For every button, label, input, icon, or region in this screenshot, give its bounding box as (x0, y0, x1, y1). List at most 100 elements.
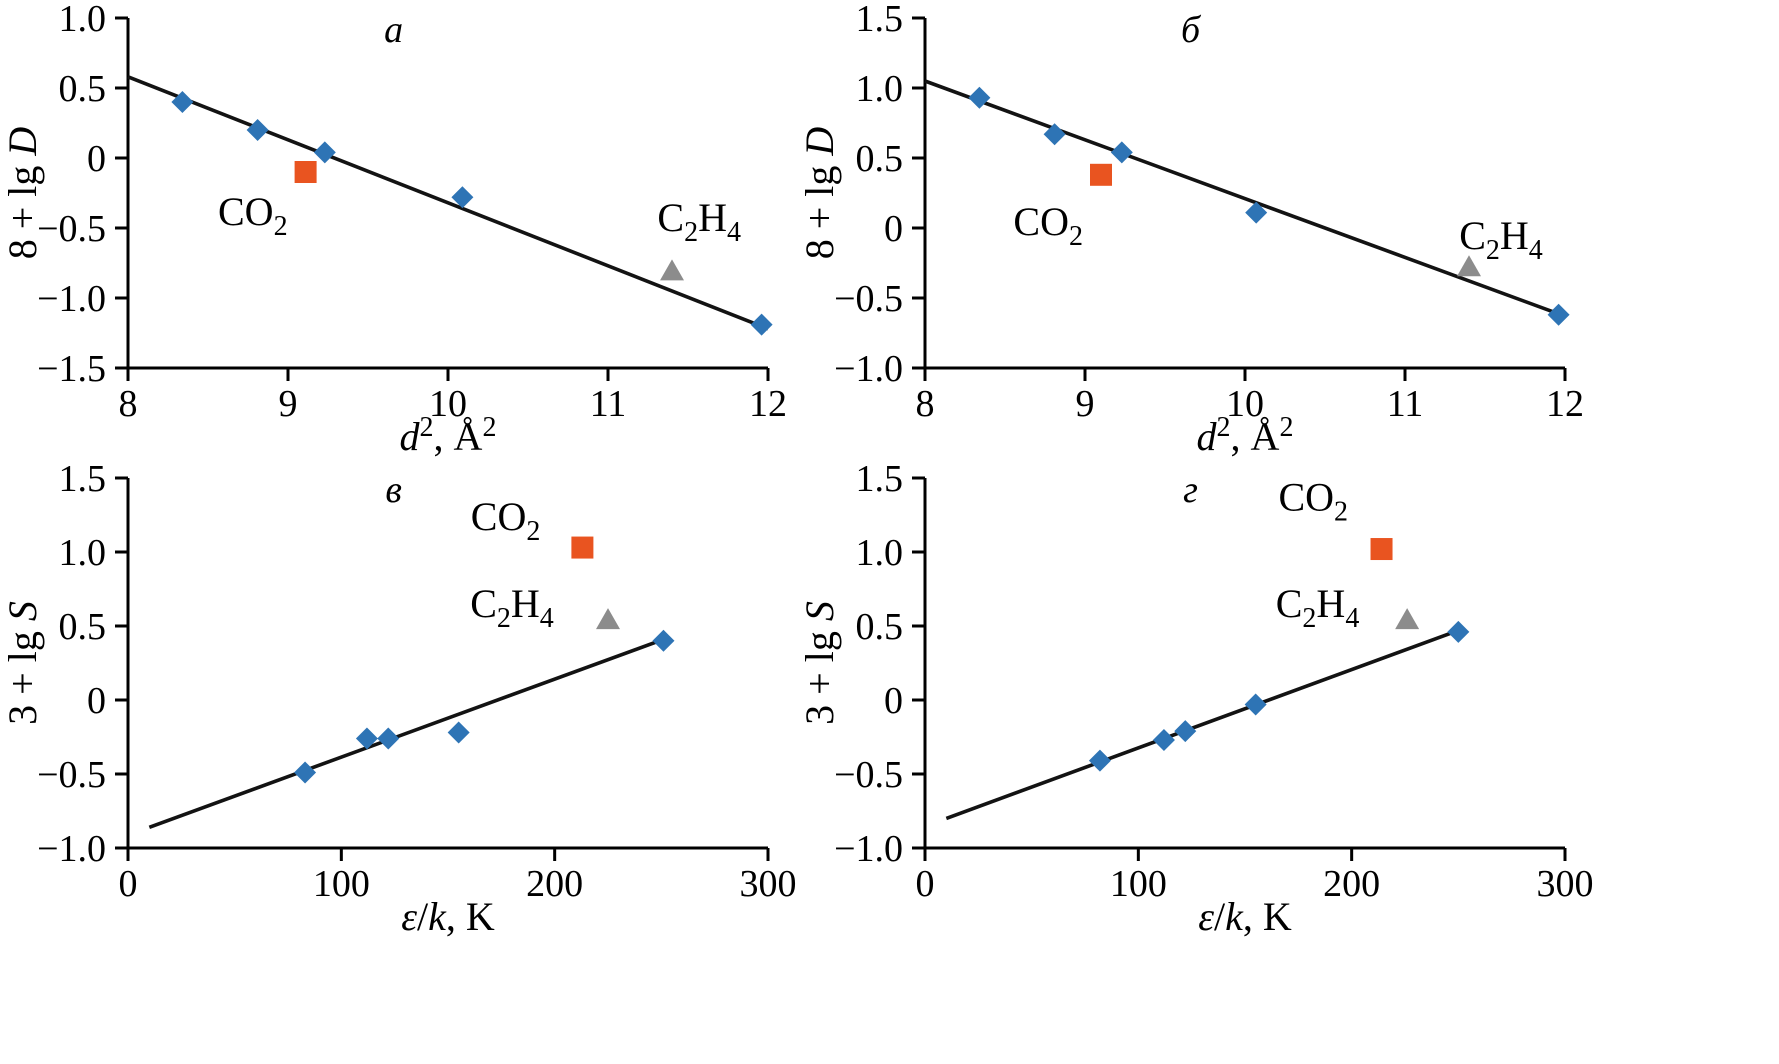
y-axis-title: 8 + lg D (0, 127, 45, 260)
noble-gas-points (355, 727, 378, 750)
noble-gas-points (1110, 141, 1133, 164)
co2-label: CO2 (471, 494, 541, 547)
noble-gas-points (1152, 728, 1175, 751)
co2-point (294, 161, 317, 183)
x-tick-label: 300 (740, 863, 797, 905)
y-tick-label: −0.5 (834, 754, 903, 796)
x-tick-label: 100 (1110, 863, 1167, 905)
y-tick-label: 0 (884, 680, 903, 722)
x-tick-label: 10 (429, 383, 467, 425)
y-tick-label: −1.0 (37, 828, 106, 870)
fit-line (945, 628, 1459, 821)
x-tick-label: 8 (916, 383, 935, 425)
noble-gas-points (1547, 303, 1570, 326)
noble-gas-points (313, 141, 336, 164)
noble-gas-points (1043, 123, 1066, 146)
noble-gas-points (1245, 201, 1268, 224)
fit-line (148, 636, 669, 829)
panel-letter: в (385, 469, 402, 511)
x-tick-label: 100 (313, 863, 370, 905)
y-axis-title: 8 + lg D (797, 127, 842, 260)
co2-label: CO2 (1278, 475, 1348, 528)
co2-point (571, 536, 594, 559)
y-tick-label: −1.0 (834, 348, 903, 390)
x-tick-label: 0 (916, 863, 935, 905)
x-axis-title: ε/k, K (1198, 894, 1292, 939)
fit-line (924, 79, 1566, 318)
x-tick-label: 11 (1387, 383, 1424, 425)
panel-letter: б (1181, 9, 1202, 51)
x-tick-label: 8 (119, 383, 138, 425)
x-tick-label: 9 (279, 383, 298, 425)
x-tick-label: 11 (590, 383, 627, 425)
panel-b: 8 9 10 11 12 1.5 1.0 0.5 0 −0.5 −1.0 d2, Å2 8 + lg D… (797, 0, 1584, 459)
y-tick-label: 0.5 (59, 606, 107, 648)
y-tick-label: −0.5 (834, 278, 903, 320)
c2h4-point (1395, 608, 1420, 630)
axes (126, 478, 768, 850)
x-tick-label: 200 (1323, 863, 1380, 905)
axes (923, 18, 1565, 370)
y-tick-label: 0 (87, 138, 106, 180)
panel-letter: а (384, 9, 403, 51)
x-axis-title: d2, Å2 (1197, 412, 1294, 459)
y-tick-label: 1.5 (856, 458, 904, 500)
x-tick-label: 10 (1226, 383, 1264, 425)
c2h4-point (1457, 255, 1481, 277)
y-tick-label: 1.0 (856, 532, 904, 574)
y-tick-label: 1.0 (856, 68, 904, 110)
noble-gas-points (1244, 693, 1267, 716)
y-tick-label: 0 (87, 680, 106, 722)
x-tick-label: 200 (526, 863, 583, 905)
noble-gas-points (1088, 749, 1111, 772)
noble-gas-points (171, 91, 194, 113)
panel-v: 0 100 200 300 1.5 1.0 0.5 0 −0.5 −1.0 ε/k, K 3 + lg… (0, 458, 797, 939)
y-tick-label: −1.0 (37, 278, 106, 320)
co2-point (1370, 538, 1393, 561)
y-tick-label: −0.5 (37, 754, 106, 796)
x-tick-label: 9 (1076, 383, 1095, 425)
y-tick-label: 0.5 (856, 606, 904, 648)
y-tick-label: −0.5 (37, 208, 106, 250)
c2h4-point (660, 259, 684, 281)
noble-gas-points (246, 119, 269, 141)
x-tick-label: 0 (119, 863, 138, 905)
y-axis-title: 3 + lg S (797, 601, 842, 725)
x-axis-title: ε/k, K (401, 894, 495, 939)
y-tick-label: 0.5 (59, 68, 107, 110)
y-axis-title: 3 + lg S (0, 601, 45, 725)
y-tick-label: 0.5 (856, 138, 904, 180)
noble-gas-points (447, 721, 470, 744)
c2h4-label: C2H4 (1276, 581, 1360, 634)
noble-gas-points (1447, 620, 1470, 643)
co2-point (1090, 163, 1112, 186)
c2h4-point (596, 608, 620, 630)
noble-gas-points (652, 629, 675, 652)
noble-gas-points (968, 86, 991, 109)
co2-label: CO2 (218, 189, 288, 242)
y-tick-label: 1.5 (59, 458, 107, 500)
noble-gas-points (377, 727, 400, 750)
x-tick-label: 300 (1537, 863, 1594, 905)
y-tick-label: −1.5 (37, 348, 106, 390)
y-tick-label: −1.0 (834, 828, 903, 870)
noble-gas-points (451, 186, 474, 209)
y-tick-label: 1.0 (59, 0, 107, 40)
noble-gas-points (294, 761, 317, 784)
y-tick-label: 1.5 (856, 0, 904, 40)
panel-a: 8 9 10 11 12 1.0 0.5 0 −0.5 −1.0 −1.5 d2, Å2 8 + lg … (0, 0, 787, 459)
x-tick-label: 12 (1546, 383, 1584, 425)
x-axis-title: d2, Å2 (400, 412, 497, 459)
panel-g: 0 100 200 300 1.5 1.0 0.5 0 −0.5 −1.0 ε/k, K 3 + lg… (797, 458, 1594, 939)
c2h4-label: C2H4 (1459, 213, 1543, 266)
x-tick-label: 12 (749, 383, 787, 425)
panel-letter: г (1183, 469, 1198, 511)
noble-gas-points (750, 313, 773, 336)
co2-label: CO2 (1013, 199, 1083, 252)
fit-line (127, 75, 769, 331)
y-tick-label: 0 (884, 208, 903, 250)
y-tick-label: 1.0 (59, 532, 107, 574)
c2h4-label: C2H4 (657, 195, 741, 248)
